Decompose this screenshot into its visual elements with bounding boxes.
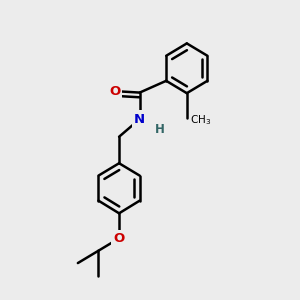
Text: O: O xyxy=(109,85,120,98)
Text: H: H xyxy=(155,124,165,136)
Text: O: O xyxy=(113,232,125,245)
Text: CH$_3$: CH$_3$ xyxy=(190,113,211,127)
Text: N: N xyxy=(134,112,145,126)
